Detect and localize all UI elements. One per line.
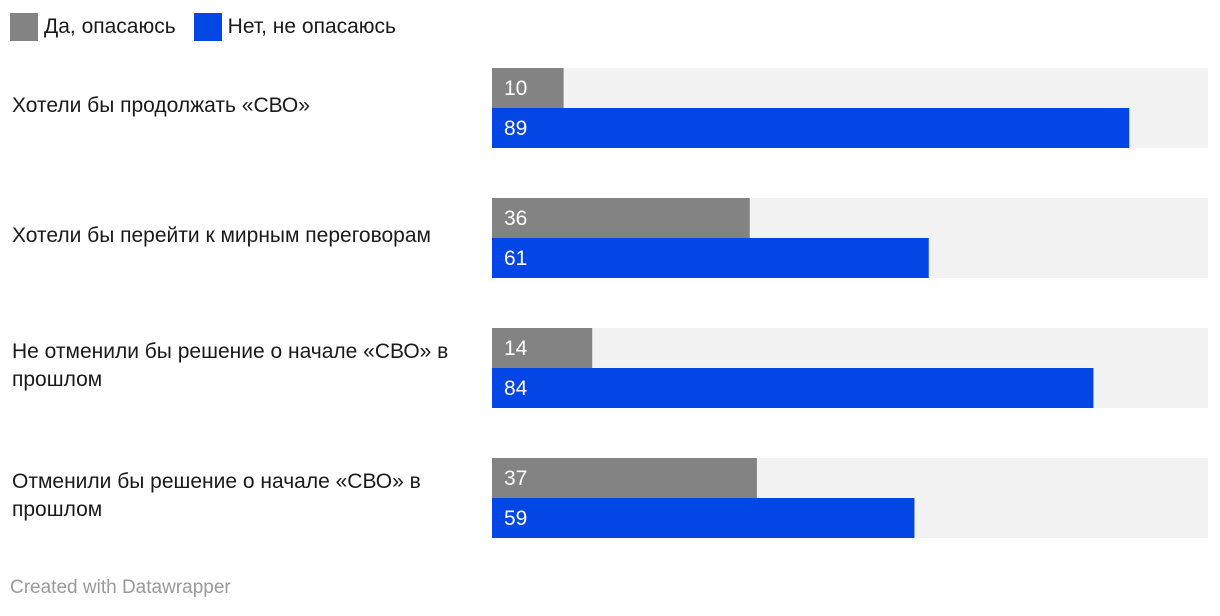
bar-value-label: 14 — [504, 337, 528, 360]
chart-legend: Да, опасаюсь Нет, не опасаюсь — [10, 12, 414, 42]
bar-no — [492, 368, 1094, 408]
category-label: Хотели бы перейти к мирным переговорам — [12, 224, 431, 247]
bar-value-label: 37 — [504, 467, 527, 490]
legend-item-no: Нет, не опасаюсь — [193, 13, 396, 41]
bar-yes — [492, 198, 750, 238]
bar-chart: Хотели бы продолжать «СВО» 10 89 Хотели бы … — [12, 68, 1208, 538]
legend-item-yes: Да, опасаюсь — [10, 13, 176, 41]
bar-yes — [492, 68, 564, 108]
bar-value-label: 59 — [504, 507, 527, 530]
bar-no — [492, 108, 1130, 148]
legend-label-no: Нет, не опасаюсь — [227, 15, 396, 38]
bar-no — [492, 498, 915, 538]
legend-label-yes: Да, опасаюсь — [44, 15, 176, 38]
bar-value-label: 84 — [504, 377, 528, 400]
bar-track — [492, 328, 1208, 368]
bar-yes — [492, 458, 757, 498]
category-label: Хотели бы продолжать «СВО» — [12, 94, 310, 117]
legend-swatch-no — [193, 13, 222, 41]
bar-value-label: 61 — [504, 247, 527, 270]
bar-value-label: 36 — [504, 207, 527, 230]
bar-no — [492, 238, 929, 278]
bar-track — [492, 68, 1208, 108]
bar-value-label: 89 — [504, 117, 527, 140]
bar-value-label: 10 — [504, 77, 527, 100]
footer-credit: Created with Datawrapper — [10, 577, 231, 598]
legend-swatch-yes — [10, 13, 38, 41]
bar-yes — [492, 328, 593, 368]
category-label: Отменили бы решение о начале «СВО» в прош… — [12, 470, 421, 521]
